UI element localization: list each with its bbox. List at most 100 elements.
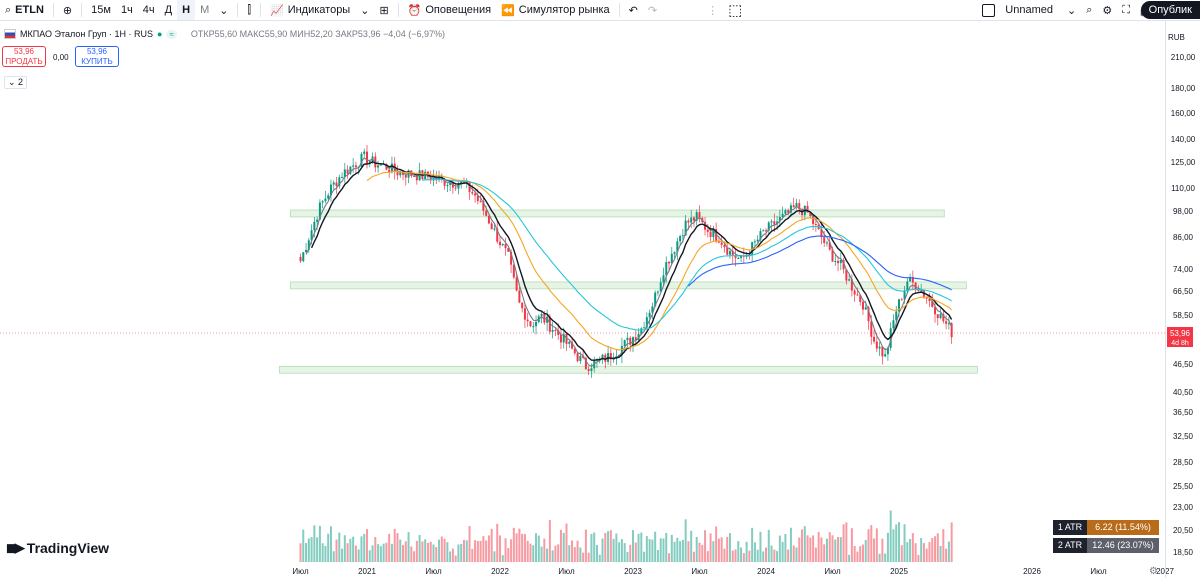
axis-settings-gear-icon[interactable]: ⚙ (1149, 566, 1158, 577)
compare-button[interactable]: ⊕ (58, 0, 77, 20)
volume-bar (460, 543, 463, 562)
atr-1-badge: 1 ATR 6.22 (11.54%) (1053, 520, 1159, 535)
chart-type-button[interactable]: ⫿ (242, 0, 256, 20)
candle-body (773, 221, 776, 225)
volume-bar (745, 541, 748, 562)
settings-button[interactable]: ⚙ (1097, 0, 1117, 20)
volume-bar (471, 548, 474, 562)
volume-bar (535, 533, 538, 562)
candle-body (418, 170, 421, 181)
volume-bar (393, 528, 396, 562)
volume-bar (479, 540, 482, 562)
candle-body (523, 308, 526, 320)
indicators-icon: 📈 (269, 4, 284, 17)
price-tick-label: 18,50 (1173, 548, 1194, 557)
candle-body (850, 279, 853, 291)
volume-bar (357, 549, 360, 562)
candle-body (654, 292, 657, 307)
drag-handle[interactable]: ⋮ (702, 0, 723, 20)
candle-body (856, 294, 859, 296)
volume-bar (559, 529, 562, 562)
volume-bar (679, 541, 682, 562)
candle-body (568, 341, 571, 344)
sell-button[interactable]: 53,96 ПРОДАТЬ (2, 46, 46, 67)
ema-gray-line[interactable] (305, 156, 953, 367)
interval-month[interactable]: М (200, 4, 210, 16)
interval-week[interactable]: Н (177, 0, 196, 20)
ema-orange-line[interactable] (366, 170, 952, 351)
candle-body (928, 298, 931, 302)
ema-black-line[interactable] (310, 161, 953, 361)
interval-4h[interactable]: 4ч (142, 4, 155, 16)
candle-body (454, 187, 457, 189)
volume-bar (659, 538, 662, 562)
support-resistance-zone[interactable] (290, 209, 945, 218)
candle-body (692, 217, 695, 221)
volume-bar (947, 541, 950, 562)
volume-bar (582, 552, 585, 562)
candle-body (668, 261, 671, 264)
ema-teal-line[interactable] (422, 178, 952, 331)
support-resistance-zone[interactable] (290, 281, 967, 290)
candle-body (798, 203, 801, 210)
alerts-button[interactable]: ⏰ Оповещения (403, 0, 496, 20)
countdown-label: 4d 8h (1171, 340, 1189, 347)
price-tick-label: 180,00 (1171, 84, 1196, 93)
candle-body (576, 353, 579, 362)
divider (52, 3, 54, 17)
eye-icon[interactable]: ≈ (166, 29, 177, 39)
volume-bar (346, 543, 349, 562)
candle-body (939, 313, 942, 319)
tradingview-logo: ◼▶ TradingView (6, 540, 109, 556)
volume-bar (482, 536, 485, 562)
volume-bar (620, 539, 623, 562)
layout-name-button[interactable]: Unnamed ⌄ (977, 0, 1081, 20)
volume-bar (562, 532, 565, 562)
fullscreen-button[interactable]: ⛶ (1117, 0, 1135, 20)
candle-body (723, 244, 726, 248)
interval-day[interactable]: Д (164, 4, 173, 16)
redo-button[interactable]: ↷ (643, 0, 662, 20)
collapse-indicators-button[interactable]: ⌄ 2 (4, 76, 28, 89)
support-resistance-zone[interactable] (279, 365, 978, 374)
indicators-button[interactable]: 📈 Индикаторы ⌄ (265, 0, 374, 20)
volume-bar (748, 550, 751, 562)
interval-15m[interactable]: 15м (91, 4, 111, 16)
candle-body (903, 290, 906, 300)
volume-bar (936, 533, 939, 562)
ema-blue-line[interactable] (688, 235, 952, 291)
candle-body (493, 228, 496, 230)
volume-bar (654, 531, 657, 562)
candle-body (432, 176, 435, 181)
volume-bar (723, 548, 726, 562)
undo-button[interactable]: ↶ (624, 0, 643, 20)
symbol-name[interactable]: МКПАО Эталон Груп · 1Н · RUS (20, 29, 153, 39)
layout-name: Unnamed (1005, 4, 1053, 16)
interval-1h[interactable]: 1ч (120, 4, 133, 16)
volume-bar (374, 536, 377, 562)
currency-label[interactable]: RUB (1168, 33, 1185, 42)
symbol-search[interactable]: ⌕ ETLN (0, 0, 49, 20)
candle-body (590, 368, 593, 371)
volume-bar (640, 532, 643, 562)
buy-button[interactable]: 53,96 КУПИТЬ (75, 46, 119, 67)
candle-body (396, 171, 399, 176)
templates-button[interactable]: ⊞ (374, 0, 393, 20)
volume-bar (698, 542, 701, 562)
volume-bar (859, 546, 862, 562)
candle-body (898, 299, 900, 312)
quick-search-button[interactable]: ⌕ (1081, 0, 1097, 20)
publish-button[interactable]: Опублик (1140, 1, 1200, 19)
volume-bar (354, 545, 357, 562)
replay-button[interactable]: ⏪ Симулятор рынка (496, 0, 615, 20)
candle-body (676, 241, 679, 253)
volume-bar (302, 529, 305, 562)
candle-body (579, 355, 582, 362)
price-tick-label: 32,50 (1173, 432, 1194, 441)
candle-body (462, 181, 465, 183)
price-tick-label: 66,50 (1173, 287, 1194, 296)
interval-dropdown[interactable]: ⌄ (214, 0, 233, 20)
volume-bar (770, 545, 773, 562)
select-layout-button[interactable]: ⬚ (723, 0, 747, 20)
